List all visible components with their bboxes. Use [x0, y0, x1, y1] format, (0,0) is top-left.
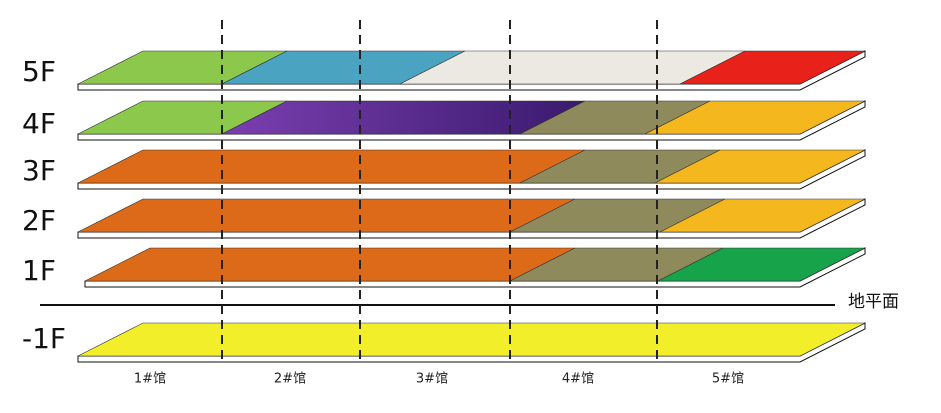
slabs	[77, 50, 866, 363]
floor-segment	[84, 247, 576, 282]
hall-label: 5#馆	[712, 372, 744, 387]
floor-label: 4F	[22, 107, 56, 140]
floor-segment	[679, 50, 866, 85]
labels: 5F 4F 3F 2F 1F -1F 1#馆 2#馆 3#馆 4#馆 5#馆	[22, 55, 744, 387]
hall-dividers	[221, 20, 658, 362]
floor-label: 3F	[22, 154, 56, 187]
hall-label: 1#馆	[134, 372, 166, 387]
floor-label: 5F	[22, 55, 56, 88]
floor-segment	[77, 322, 866, 357]
floor-segment	[644, 100, 866, 135]
floor-segment	[659, 198, 866, 233]
floor-segment	[77, 198, 576, 233]
floor-label: -1F	[22, 322, 66, 355]
hall-label: 3#馆	[416, 372, 448, 387]
floor-label: 2F	[22, 204, 56, 237]
hall-label: 4#馆	[562, 372, 594, 387]
floor-segment	[77, 149, 586, 184]
floor-segment	[657, 247, 866, 282]
hall-label: 2#馆	[274, 372, 306, 387]
floor-segment	[654, 149, 866, 184]
floor-label: 1F	[22, 254, 56, 287]
ground-label: 地平面	[848, 292, 899, 312]
